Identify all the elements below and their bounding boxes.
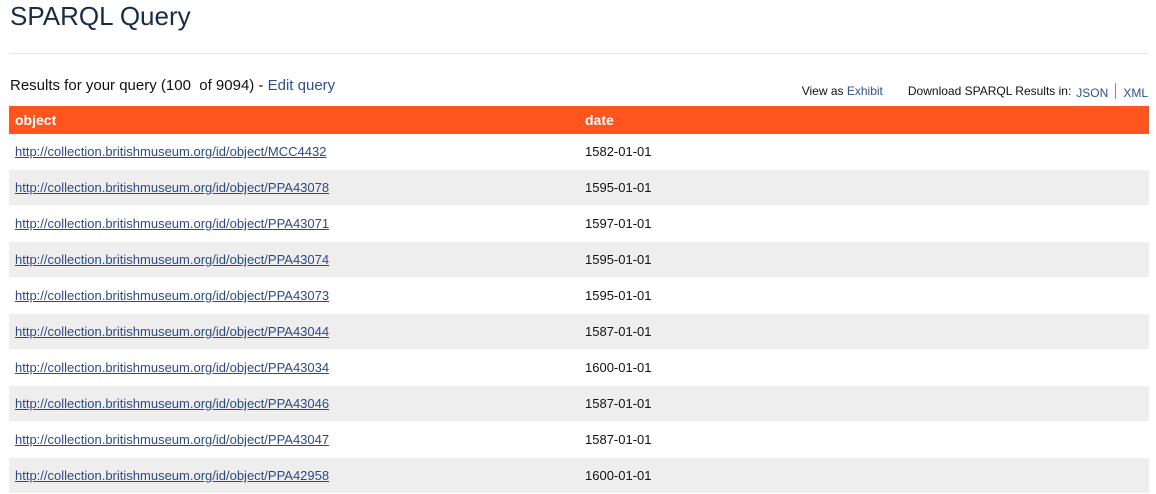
object-link[interactable]: http://collection.britishmuseum.org/id/o… bbox=[15, 144, 327, 159]
json-link[interactable]: JSON bbox=[1076, 86, 1109, 100]
results-table: object date http://collection.britishmus… bbox=[9, 106, 1149, 494]
date-cell: 1587-01-01 bbox=[579, 313, 1149, 350]
date-cell: 1600-01-01 bbox=[579, 349, 1149, 386]
object-cell: http://collection.britishmuseum.org/id/o… bbox=[9, 134, 579, 170]
page-title: SPARQL Query bbox=[10, 1, 191, 31]
table-row: http://collection.britishmuseum.org/id/o… bbox=[9, 385, 1149, 422]
exhibit-link[interactable]: Exhibit bbox=[846, 84, 883, 98]
xml-link[interactable]: XML bbox=[1123, 86, 1148, 100]
export-options: View as Exhibit Download SPARQL Results … bbox=[802, 82, 1148, 100]
results-count: Results for your query (100 of 9094) - bbox=[10, 77, 268, 94]
object-cell: http://collection.britishmuseum.org/id/o… bbox=[9, 169, 579, 206]
object-link[interactable]: http://collection.britishmuseum.org/id/o… bbox=[15, 216, 330, 231]
object-link[interactable]: http://collection.britishmuseum.org/id/o… bbox=[15, 360, 330, 375]
table-row: http://collection.britishmuseum.org/id/o… bbox=[9, 169, 1149, 206]
separator bbox=[1115, 83, 1117, 99]
view-as-label: View as bbox=[801, 84, 847, 98]
object-link[interactable]: http://collection.britishmuseum.org/id/o… bbox=[15, 180, 330, 195]
date-cell: 1595-01-01 bbox=[579, 241, 1149, 278]
object-cell: http://collection.britishmuseum.org/id/o… bbox=[9, 349, 579, 386]
object-cell: http://collection.britishmuseum.org/id/o… bbox=[9, 385, 579, 422]
object-link[interactable]: http://collection.britishmuseum.org/id/o… bbox=[15, 288, 330, 303]
table-row: http://collection.britishmuseum.org/id/o… bbox=[9, 349, 1149, 386]
divider bbox=[10, 53, 1148, 54]
table-row: http://collection.britishmuseum.org/id/o… bbox=[9, 205, 1149, 242]
object-cell: http://collection.britishmuseum.org/id/o… bbox=[9, 241, 579, 278]
object-cell: http://collection.britishmuseum.org/id/o… bbox=[9, 421, 579, 458]
date-cell: 1595-01-01 bbox=[579, 169, 1149, 206]
table-row: http://collection.britishmuseum.org/id/o… bbox=[9, 457, 1149, 494]
date-cell: 1597-01-01 bbox=[579, 205, 1149, 242]
results-summary: Results for your query (100 of 9094) - E… bbox=[10, 77, 335, 94]
date-cell: 1582-01-01 bbox=[579, 134, 1149, 170]
date-cell: 1587-01-01 bbox=[579, 421, 1149, 458]
object-cell: http://collection.britishmuseum.org/id/o… bbox=[9, 205, 579, 242]
header-date: date bbox=[579, 106, 1149, 134]
table-row: http://collection.britishmuseum.org/id/o… bbox=[9, 421, 1149, 458]
object-cell: http://collection.britishmuseum.org/id/o… bbox=[9, 313, 579, 350]
date-cell: 1595-01-01 bbox=[579, 277, 1149, 314]
date-cell: 1587-01-01 bbox=[579, 385, 1149, 422]
object-link[interactable]: http://collection.britishmuseum.org/id/o… bbox=[15, 432, 330, 447]
download-label: Download SPARQL Results in: bbox=[907, 84, 1072, 98]
table-row: http://collection.britishmuseum.org/id/o… bbox=[9, 277, 1149, 314]
date-cell: 1600-01-01 bbox=[579, 457, 1149, 494]
object-link[interactable]: http://collection.britishmuseum.org/id/o… bbox=[15, 396, 330, 411]
table-row: http://collection.britishmuseum.org/id/o… bbox=[9, 134, 1149, 170]
table-row: http://collection.britishmuseum.org/id/o… bbox=[9, 241, 1149, 278]
object-link[interactable]: http://collection.britishmuseum.org/id/o… bbox=[15, 468, 330, 483]
object-cell: http://collection.britishmuseum.org/id/o… bbox=[9, 457, 579, 494]
object-link[interactable]: http://collection.britishmuseum.org/id/o… bbox=[15, 324, 330, 339]
table-row: http://collection.britishmuseum.org/id/o… bbox=[9, 313, 1149, 350]
object-cell: http://collection.britishmuseum.org/id/o… bbox=[9, 277, 579, 314]
object-link[interactable]: http://collection.britishmuseum.org/id/o… bbox=[15, 252, 330, 267]
edit-query-link[interactable]: Edit query bbox=[267, 77, 336, 94]
header-object: object bbox=[9, 106, 579, 134]
